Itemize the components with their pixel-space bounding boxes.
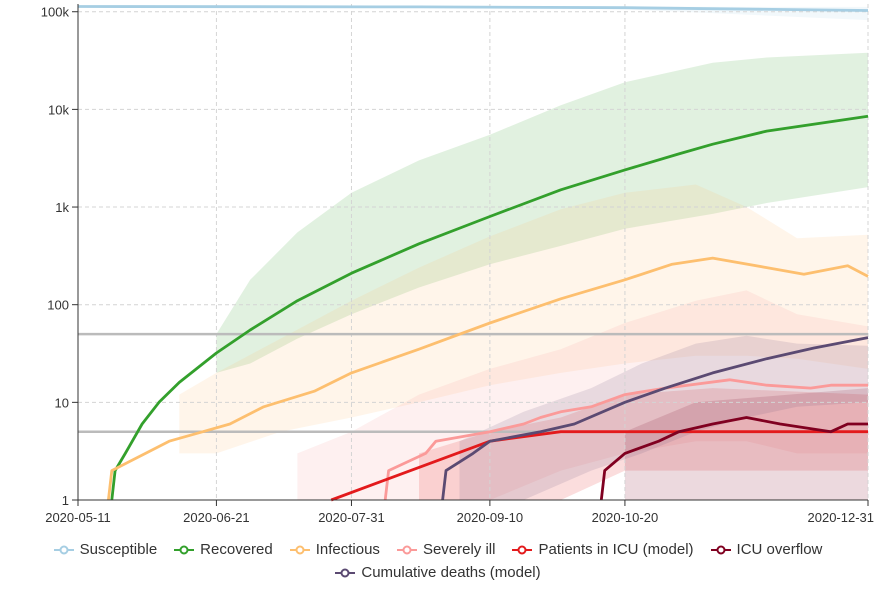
legend-marker-icon (335, 568, 356, 577)
x-tick-label: 2020-12-31 (808, 510, 875, 525)
legend-marker-icon (512, 545, 533, 554)
legend: Susceptible Recovered Infectious Severely i… (0, 538, 875, 584)
x-tick-label: 2020-05-11 (45, 510, 111, 525)
icu-overflow-band (624, 388, 868, 500)
series-lines (77, 5, 869, 502)
patients-in-icu-model-line[interactable] (330, 430, 868, 502)
uncertainty-bands (78, 6, 869, 500)
legend-label: Severely ill (422, 541, 496, 558)
y-tick-label: 1k (55, 200, 69, 215)
legend-item-severely-ill[interactable]: Severely ill (396, 541, 496, 558)
x-tick-label: 2020-07-31 (318, 510, 385, 525)
legend-label: Recovered (200, 541, 273, 558)
legend-label: Susceptible (79, 541, 158, 558)
icu-overflow-line[interactable] (599, 416, 868, 501)
legend-label: Infectious (315, 541, 380, 558)
x-tick-label: 2020-09-10 (457, 510, 524, 525)
grid (78, 4, 869, 500)
severely-ill-line[interactable] (383, 378, 868, 501)
chart-plot: 1 10 100 1k 10k 100k 2020-05-11 2020-06-21 2020-… (41, 4, 874, 525)
legend-label: ICU overflow (736, 541, 823, 558)
recovered-line[interactable] (110, 114, 869, 501)
patients-in-icu-model-band (419, 388, 868, 500)
y-tick-label: 100k (41, 5, 70, 20)
y-tick-label: 10k (48, 102, 69, 117)
y-tick-label: 10 (55, 395, 69, 410)
x-tick-label: 2020-10-20 (592, 510, 659, 525)
axes: 1 10 100 1k 10k 100k 2020-05-11 2020-06-21 2020-… (41, 4, 874, 525)
legend-item-icu-overflow[interactable]: ICU overflow (710, 541, 823, 558)
y-tick-label: 100 (47, 298, 69, 313)
legend-marker-icon (289, 545, 310, 554)
legend-item-patients-in-icu-model[interactable]: Patients in ICU (model) (511, 541, 694, 558)
legend-label: Cumulative deaths (model) (361, 564, 541, 581)
cumulative-deaths-model-line[interactable] (441, 336, 869, 501)
legend-item-susceptible[interactable]: Susceptible (53, 541, 158, 558)
y-tick-label: 1 (62, 493, 69, 508)
legend-item-infectious[interactable]: Infectious (289, 541, 380, 558)
infectious-band (179, 184, 869, 454)
susceptible-band (78, 6, 868, 21)
legend-label: Patients in ICU (model) (538, 541, 694, 558)
legend-item-recovered[interactable]: Recovered (173, 541, 273, 558)
severely-ill-band (297, 290, 868, 500)
cumulative-deaths-model-band (459, 335, 868, 500)
susceptible-line[interactable] (77, 5, 869, 12)
infectious-line[interactable] (107, 256, 869, 501)
legend-marker-icon (53, 545, 74, 554)
recovered-band (216, 52, 868, 373)
legend-marker-icon (174, 545, 195, 554)
legend-marker-icon (396, 545, 417, 554)
x-tick-label: 2020-06-21 (183, 510, 250, 525)
legend-item-cumulative-deaths-model[interactable]: Cumulative deaths (model) (334, 564, 541, 581)
legend-marker-icon (710, 545, 731, 554)
